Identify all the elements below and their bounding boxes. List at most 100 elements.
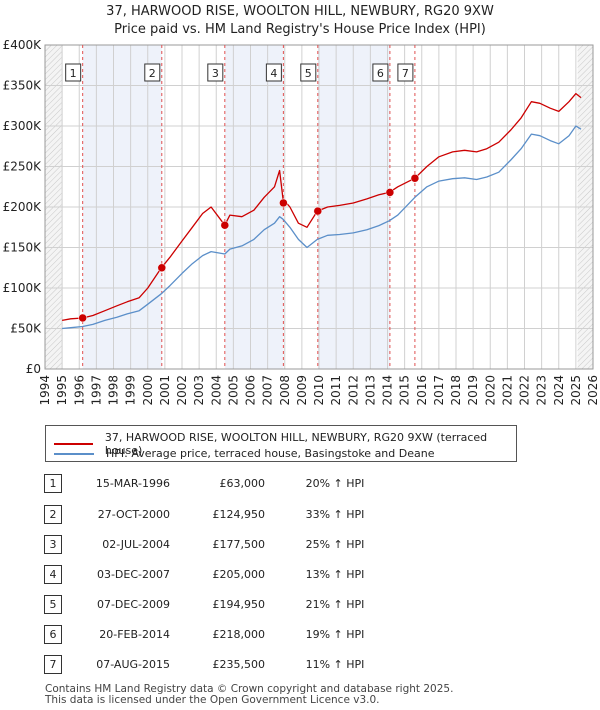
sale-hpi: 21% ↑ HPI bbox=[305, 598, 365, 611]
sale-point bbox=[157, 263, 167, 273]
sale-marker-box bbox=[144, 63, 161, 82]
sale-marker-box bbox=[372, 63, 389, 82]
y-tick-label: £150K bbox=[3, 241, 43, 255]
x-tick-label: 2021 bbox=[500, 375, 514, 406]
legend: 37, HARWOOD RISE, WOOLTON HILL, NEWBURY,… bbox=[45, 425, 517, 462]
x-tick-label: 2004 bbox=[209, 375, 223, 406]
sale-marker-label: 1 bbox=[70, 67, 77, 80]
x-tick-label: 1996 bbox=[72, 375, 86, 406]
sale-hpi: 19% ↑ HPI bbox=[305, 628, 365, 641]
footer: Contains HM Land Registry data © Crown c… bbox=[45, 684, 453, 706]
sale-marker-box bbox=[65, 63, 82, 82]
sale-number: 6 bbox=[44, 625, 62, 644]
x-tick-label: 2019 bbox=[466, 375, 480, 406]
x-tick-label: 2014 bbox=[381, 375, 395, 406]
sale-hpi: 33% ↑ HPI bbox=[305, 508, 365, 521]
x-tick-label: 2006 bbox=[244, 375, 258, 406]
x-tick-label: 1999 bbox=[124, 375, 138, 406]
sale-marker-label: 6 bbox=[377, 67, 384, 80]
sale-date: 07-DEC-2009 bbox=[96, 598, 170, 611]
table-row: 7 07-AUG-2015 £235,500 11% ↑ HPI bbox=[0, 655, 600, 675]
sale-point bbox=[78, 313, 87, 323]
sale-marker-label: 5 bbox=[305, 67, 312, 80]
x-tick-label: 2008 bbox=[278, 375, 292, 406]
x-tick-label: 2005 bbox=[226, 375, 240, 406]
x-tick-label: 2013 bbox=[363, 375, 377, 406]
sale-point bbox=[313, 206, 323, 216]
legend-item-property: 37, HARWOOD RISE, WOOLTON HILL, NEWBURY,… bbox=[54, 431, 516, 457]
sale-marker-label: 4 bbox=[270, 67, 277, 80]
y-tick-label: £300K bbox=[3, 119, 43, 133]
x-tick-label: 2015 bbox=[398, 375, 412, 406]
sale-hpi: 13% ↑ HPI bbox=[305, 568, 365, 581]
table-row: 6 20-FEB-2014 £218,000 19% ↑ HPI bbox=[0, 625, 600, 645]
table-row: 5 07-DEC-2009 £194,950 21% ↑ HPI bbox=[0, 595, 600, 615]
plot-border bbox=[44, 44, 594, 370]
sale-number: 1 bbox=[44, 474, 62, 493]
x-tick-label: 2002 bbox=[175, 375, 189, 406]
sale-price: £194,950 bbox=[212, 598, 266, 611]
x-tick-label: 1995 bbox=[55, 375, 69, 406]
sale-date: 15-MAR-1996 bbox=[95, 477, 170, 490]
x-tick-label: 2018 bbox=[449, 375, 463, 406]
sale-point bbox=[410, 173, 420, 183]
sale-number: 7 bbox=[44, 655, 62, 674]
property-price-line bbox=[61, 92, 582, 322]
sale-marker-box bbox=[207, 63, 224, 82]
y-tick-label: £100K bbox=[3, 281, 43, 295]
x-tick-label: 2022 bbox=[518, 375, 532, 406]
x-tick-label: 2011 bbox=[329, 375, 343, 406]
x-tick-label: 2024 bbox=[552, 375, 566, 406]
chart-title-line1: 37, HARWOOD RISE, WOOLTON HILL, NEWBURY,… bbox=[106, 4, 494, 19]
y-tick-label: £350K bbox=[3, 79, 43, 93]
legend-red-label: 37, HARWOOD RISE, WOOLTON HILL, NEWBURY,… bbox=[104, 431, 488, 457]
x-tick-label: 2009 bbox=[295, 375, 309, 406]
sale-date: 03-DEC-2007 bbox=[96, 568, 170, 581]
x-tick-label: 1994 bbox=[38, 375, 52, 406]
sale-marker-label: 3 bbox=[212, 67, 219, 80]
sale-point bbox=[220, 220, 230, 230]
sale-price: £205,000 bbox=[212, 568, 266, 581]
sale-marker-label: 2 bbox=[149, 67, 156, 80]
sale-marker-box bbox=[300, 63, 317, 82]
table-row: 3 02-JUL-2004 £177,500 25% ↑ HPI bbox=[0, 535, 600, 555]
sale-marker-label: 7 bbox=[402, 67, 409, 80]
hpi-line bbox=[62, 125, 582, 330]
x-tick-label: 2001 bbox=[158, 375, 172, 406]
x-tick-label: 2025 bbox=[569, 375, 583, 406]
sale-price: £177,500 bbox=[212, 538, 266, 551]
x-tick-label: 1998 bbox=[107, 375, 121, 406]
y-tick-label: £50K bbox=[10, 322, 42, 336]
sale-hpi: 25% ↑ HPI bbox=[305, 538, 365, 551]
x-tick-label: 2010 bbox=[312, 375, 326, 406]
legend-item-hpi: HPI: Average price, terraced house, Basi… bbox=[54, 447, 434, 460]
price-chart: £0 £50K £100K £150K £200K £250K £300K £350K £400… bbox=[3, 38, 600, 406]
x-tick-label: 2003 bbox=[192, 375, 206, 406]
legend-red-swatch bbox=[54, 443, 93, 445]
sale-price: £124,950 bbox=[212, 508, 266, 521]
sale-number: 4 bbox=[44, 565, 62, 584]
x-tick-label: 2026 bbox=[586, 375, 600, 406]
table-row: 4 03-DEC-2007 £205,000 13% ↑ HPI bbox=[0, 565, 600, 585]
x-tick-label: 2012 bbox=[346, 375, 360, 406]
footer-line2: This data is licensed under the Open Gov… bbox=[45, 694, 380, 706]
sale-date: 27-OCT-2000 bbox=[97, 508, 170, 521]
sale-marker-box bbox=[265, 63, 282, 82]
sale-number: 3 bbox=[44, 535, 62, 554]
x-tick-label: 2017 bbox=[432, 375, 446, 406]
table-row: 2 27-OCT-2000 £124,950 33% ↑ HPI bbox=[0, 505, 600, 525]
x-tick-label: 2007 bbox=[261, 375, 275, 406]
table-row: 1 15-MAR-1996 £63,000 20% ↑ HPI bbox=[0, 474, 600, 494]
sale-number: 2 bbox=[44, 505, 62, 524]
sale-point bbox=[279, 198, 288, 208]
y-tick-label: £250K bbox=[3, 160, 43, 174]
x-tick-label: 1997 bbox=[89, 375, 103, 406]
sale-hpi: 20% ↑ HPI bbox=[305, 477, 365, 490]
sale-price: £235,500 bbox=[212, 658, 266, 671]
x-tick-label: 2020 bbox=[483, 375, 497, 406]
x-tick-label: 2023 bbox=[535, 375, 549, 406]
sale-date: 02-JUL-2004 bbox=[102, 538, 170, 551]
legend-blue-label: HPI: Average price, terraced house, Basi… bbox=[106, 447, 435, 460]
footer-line1: Contains HM Land Registry data © Crown c… bbox=[45, 683, 454, 695]
y-tick-label: £0 bbox=[26, 362, 41, 376]
